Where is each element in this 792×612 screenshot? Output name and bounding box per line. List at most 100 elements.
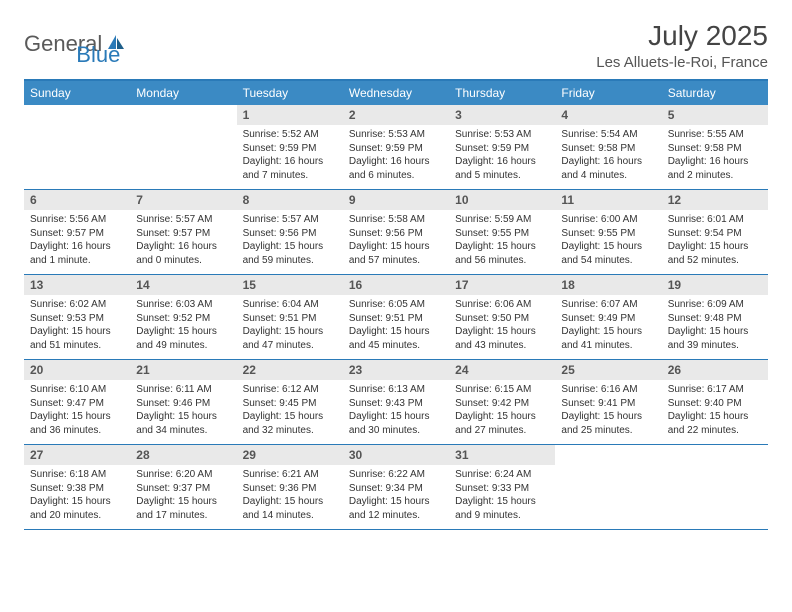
sunset-text: Sunset: 9:47 PM [30,397,124,411]
sunrise-text: Sunrise: 6:20 AM [136,468,230,482]
calendar-day-cell: 28Sunrise: 6:20 AMSunset: 9:37 PMDayligh… [130,445,236,529]
sunrise-text: Sunrise: 5:57 AM [243,213,337,227]
day-content: Sunrise: 6:03 AMSunset: 9:52 PMDaylight:… [130,295,236,357]
calendar-day-cell: 23Sunrise: 6:13 AMSunset: 9:43 PMDayligh… [343,360,449,444]
sunrise-text: Sunrise: 6:22 AM [349,468,443,482]
daylight-text: Daylight: 16 hours and 6 minutes. [349,155,443,182]
calendar-day-cell: 18Sunrise: 6:07 AMSunset: 9:49 PMDayligh… [555,275,661,359]
sunset-text: Sunset: 9:37 PM [136,482,230,496]
daylight-text: Daylight: 15 hours and 12 minutes. [349,495,443,522]
calendar-day-cell: 15Sunrise: 6:04 AMSunset: 9:51 PMDayligh… [237,275,343,359]
calendar-day-cell: 17Sunrise: 6:06 AMSunset: 9:50 PMDayligh… [449,275,555,359]
sunset-text: Sunset: 9:36 PM [243,482,337,496]
sunrise-text: Sunrise: 6:04 AM [243,298,337,312]
sunrise-text: Sunrise: 6:12 AM [243,383,337,397]
sunset-text: Sunset: 9:51 PM [349,312,443,326]
daylight-text: Daylight: 15 hours and 57 minutes. [349,240,443,267]
sunset-text: Sunset: 9:59 PM [243,142,337,156]
day-number: 7 [130,190,236,210]
sunrise-text: Sunrise: 5:58 AM [349,213,443,227]
calendar-day-cell: 9 Sunrise: 5:58 AMSunset: 9:56 PMDaylight… [343,190,449,274]
day-number: 16 [343,275,449,295]
day-number: 30 [343,445,449,465]
sunset-text: Sunset: 9:33 PM [455,482,549,496]
daylight-text: Daylight: 15 hours and 56 minutes. [455,240,549,267]
sunrise-text: Sunrise: 6:17 AM [668,383,762,397]
day-number: 9 [343,190,449,210]
weekday-header: Monday [130,81,236,105]
weekday-header: Tuesday [237,81,343,105]
day-number: 4 [555,105,661,125]
day-number: 18 [555,275,661,295]
day-number: 14 [130,275,236,295]
calendar-day-cell [24,105,130,189]
day-content: Sunrise: 6:11 AMSunset: 9:46 PMDaylight:… [130,380,236,442]
sunset-text: Sunset: 9:55 PM [455,227,549,241]
sunrise-text: Sunrise: 6:10 AM [30,383,124,397]
day-number: 5 [662,105,768,125]
day-number: 28 [130,445,236,465]
daylight-text: Daylight: 15 hours and 45 minutes. [349,325,443,352]
sunrise-text: Sunrise: 6:24 AM [455,468,549,482]
calendar-day-cell: 14Sunrise: 6:03 AMSunset: 9:52 PMDayligh… [130,275,236,359]
daylight-text: Daylight: 15 hours and 20 minutes. [30,495,124,522]
calendar-day-cell: 27Sunrise: 6:18 AMSunset: 9:38 PMDayligh… [24,445,130,529]
calendar-day-cell: 16Sunrise: 6:05 AMSunset: 9:51 PMDayligh… [343,275,449,359]
daylight-text: Daylight: 16 hours and 1 minute. [30,240,124,267]
sunrise-text: Sunrise: 6:00 AM [561,213,655,227]
sunset-text: Sunset: 9:34 PM [349,482,443,496]
weekday-header: Friday [555,81,661,105]
calendar-day-cell: 11Sunrise: 6:00 AMSunset: 9:55 PMDayligh… [555,190,661,274]
sunrise-text: Sunrise: 6:06 AM [455,298,549,312]
day-content: Sunrise: 6:15 AMSunset: 9:42 PMDaylight:… [449,380,555,442]
daylight-text: Daylight: 15 hours and 41 minutes. [561,325,655,352]
day-content: Sunrise: 5:53 AMSunset: 9:59 PMDaylight:… [343,125,449,187]
logo: General Blue [24,20,120,68]
daylight-text: Daylight: 15 hours and 17 minutes. [136,495,230,522]
day-content: Sunrise: 6:20 AMSunset: 9:37 PMDaylight:… [130,465,236,527]
daylight-text: Daylight: 16 hours and 0 minutes. [136,240,230,267]
sunset-text: Sunset: 9:59 PM [455,142,549,156]
daylight-text: Daylight: 15 hours and 52 minutes. [668,240,762,267]
day-content: Sunrise: 6:16 AMSunset: 9:41 PMDaylight:… [555,380,661,442]
calendar-day-cell: 12Sunrise: 6:01 AMSunset: 9:54 PMDayligh… [662,190,768,274]
day-content: Sunrise: 6:01 AMSunset: 9:54 PMDaylight:… [662,210,768,272]
sunset-text: Sunset: 9:56 PM [243,227,337,241]
sunrise-text: Sunrise: 6:05 AM [349,298,443,312]
daylight-text: Daylight: 15 hours and 47 minutes. [243,325,337,352]
day-content: Sunrise: 6:06 AMSunset: 9:50 PMDaylight:… [449,295,555,357]
day-number: 26 [662,360,768,380]
sunrise-text: Sunrise: 6:07 AM [561,298,655,312]
day-content [24,125,130,133]
sunset-text: Sunset: 9:38 PM [30,482,124,496]
sunrise-text: Sunrise: 6:02 AM [30,298,124,312]
day-content: Sunrise: 6:05 AMSunset: 9:51 PMDaylight:… [343,295,449,357]
calendar-day-cell: 24Sunrise: 6:15 AMSunset: 9:42 PMDayligh… [449,360,555,444]
calendar-day-cell: 5Sunrise: 5:55 AMSunset: 9:58 PMDaylight… [662,105,768,189]
day-number: 17 [449,275,555,295]
day-number: 2 [343,105,449,125]
day-number: 12 [662,190,768,210]
day-content: Sunrise: 5:53 AMSunset: 9:59 PMDaylight:… [449,125,555,187]
weekday-header: Sunday [24,81,130,105]
sunrise-text: Sunrise: 5:55 AM [668,128,762,142]
day-content: Sunrise: 6:21 AMSunset: 9:36 PMDaylight:… [237,465,343,527]
day-number: 27 [24,445,130,465]
daylight-text: Daylight: 15 hours and 49 minutes. [136,325,230,352]
calendar-week-row: 20Sunrise: 6:10 AMSunset: 9:47 PMDayligh… [24,360,768,445]
day-content: Sunrise: 5:56 AMSunset: 9:57 PMDaylight:… [24,210,130,272]
day-content: Sunrise: 5:55 AMSunset: 9:58 PMDaylight:… [662,125,768,187]
sunset-text: Sunset: 9:40 PM [668,397,762,411]
calendar-week-row: 27Sunrise: 6:18 AMSunset: 9:38 PMDayligh… [24,445,768,530]
daylight-text: Daylight: 15 hours and 51 minutes. [30,325,124,352]
calendar-day-cell [130,105,236,189]
sunset-text: Sunset: 9:56 PM [349,227,443,241]
calendar-day-cell: 29Sunrise: 6:21 AMSunset: 9:36 PMDayligh… [237,445,343,529]
day-number: 6 [24,190,130,210]
day-content: Sunrise: 6:02 AMSunset: 9:53 PMDaylight:… [24,295,130,357]
day-content: Sunrise: 6:24 AMSunset: 9:33 PMDaylight:… [449,465,555,527]
weekday-header: Thursday [449,81,555,105]
day-number: 8 [237,190,343,210]
daylight-text: Daylight: 16 hours and 5 minutes. [455,155,549,182]
day-content: Sunrise: 6:18 AMSunset: 9:38 PMDaylight:… [24,465,130,527]
